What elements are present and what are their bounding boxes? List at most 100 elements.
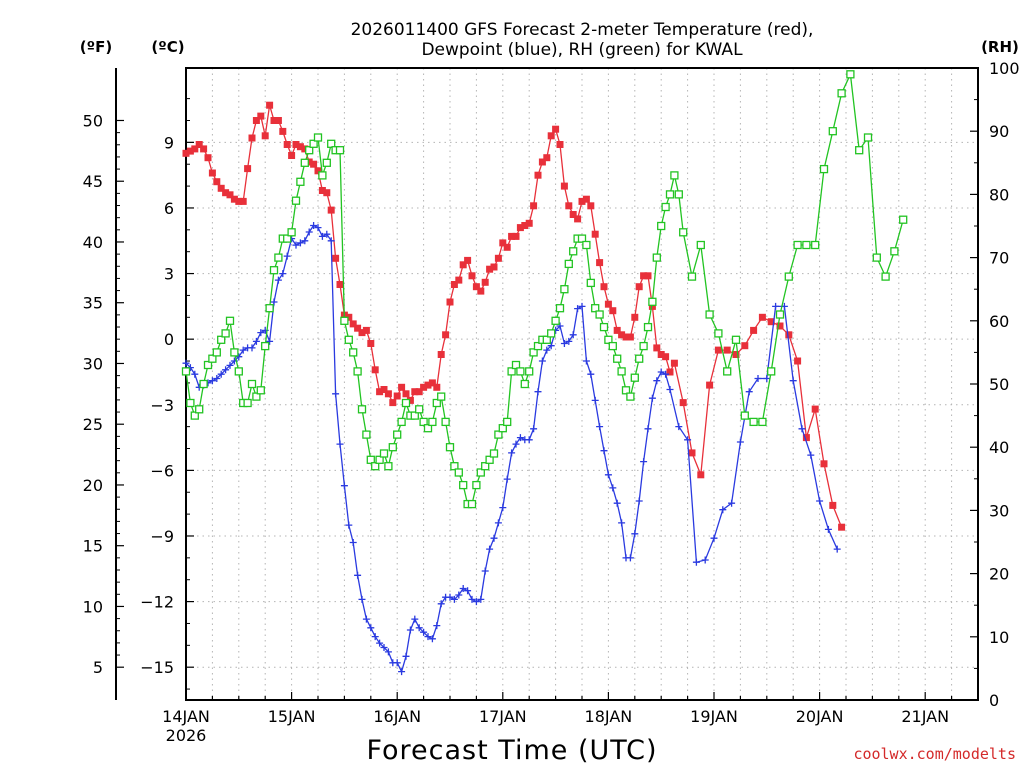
temperature-point [626, 333, 634, 341]
relative-humidity-point [335, 146, 345, 155]
dewpoint-point [833, 545, 841, 553]
relative-humidity-point [696, 240, 705, 250]
x-axis-label: Forecast Time (UTC) [366, 735, 657, 766]
temperature-point [204, 154, 212, 162]
time-tick-label: 18JAN [585, 707, 633, 726]
relative-humidity-point [349, 348, 358, 357]
temperature-point [371, 366, 379, 374]
relative-humidity-point [828, 127, 837, 136]
dewpoint-point [433, 622, 441, 630]
dewpoint-point [283, 252, 291, 260]
relative-humidity-point [261, 341, 270, 351]
time-tick-label: 17JAN [479, 707, 527, 726]
dewpoint-point [728, 499, 736, 507]
dewpoint-point [235, 353, 243, 361]
grid-lines [186, 68, 978, 700]
relative-humidity-point [577, 234, 587, 243]
temperature-point [283, 141, 291, 148]
dewpoint-point [657, 368, 665, 376]
temperature-point [552, 125, 560, 133]
temperature-point [732, 351, 740, 358]
dewpoint-point [477, 595, 485, 603]
temperature-point [648, 302, 656, 310]
dewpoint-point [318, 232, 326, 240]
chart-title-line2: Dewpoint (blue), RH (green) for KWAL [421, 40, 743, 60]
dewpoint-point [525, 436, 533, 444]
temperature-point [512, 232, 520, 240]
temperature-point [547, 132, 555, 140]
dewpoint-point [631, 530, 639, 538]
relative-humidity-point [652, 253, 661, 262]
dewpoint-point [226, 361, 234, 369]
dewpoint-point [279, 270, 287, 278]
temperature-point [301, 145, 309, 153]
temperature-point [723, 346, 731, 354]
unit-rh-label: (RH) [981, 38, 1019, 56]
relative-humidity-point [203, 360, 213, 370]
dewpoint-point [398, 668, 406, 676]
relative-humidity-point [547, 329, 556, 338]
relative-humidity-point [837, 89, 846, 98]
dewpoint-point [556, 322, 564, 330]
relative-humidity-line [185, 71, 904, 505]
relative-humidity-point [454, 468, 463, 477]
relative-humidity-point [635, 354, 644, 363]
temperature-point [314, 167, 322, 175]
dewpoint-point [464, 587, 472, 595]
dewpoint-point [217, 370, 225, 378]
temperature-point [767, 318, 775, 326]
rh-tick-label: 70 [989, 249, 1009, 268]
dewpoint-point [446, 593, 454, 601]
dewpoint-point [323, 230, 331, 238]
relative-humidity-point [665, 190, 675, 199]
dewpoint-point [208, 377, 216, 385]
relative-humidity-point [283, 234, 292, 243]
temperature-point [415, 388, 423, 396]
temperature-point [450, 281, 458, 288]
relative-humidity-point [595, 310, 604, 319]
temperature-point [195, 141, 203, 148]
dewpoint-point [222, 366, 230, 374]
relative-humidity-point [432, 398, 441, 408]
relative-humidity-point [723, 367, 732, 376]
relative-humidity-point [362, 430, 371, 439]
temperature-point [714, 346, 722, 354]
temperature-point [521, 222, 529, 229]
dewpoint-point [455, 591, 463, 599]
series-relative-humidity [181, 70, 908, 509]
temperature-point [534, 171, 542, 179]
dewpoint-point [530, 425, 538, 433]
dewpoint-point [239, 346, 247, 354]
relative-humidity-point [344, 335, 353, 344]
relative-humidity-point [560, 285, 569, 294]
relative-humidity-point [423, 424, 433, 433]
dewpoint-point [301, 237, 309, 245]
dewpoint-point [437, 600, 445, 608]
temperature-point [336, 281, 344, 288]
celsius-tick-label: −15 [140, 658, 174, 677]
relative-humidity-point [648, 297, 657, 306]
rh-tick-label: 10 [989, 628, 1009, 647]
dewpoint-point [376, 639, 384, 647]
relative-humidity-point [639, 341, 648, 351]
celsius-tick-label: 0 [164, 330, 174, 349]
temperature-point [384, 390, 392, 398]
relative-humidity-point [252, 392, 261, 401]
relative-humidity-point [410, 411, 419, 420]
dewpoint-point [490, 534, 498, 542]
temperature-point [679, 399, 687, 407]
dewpoint-point [402, 652, 410, 660]
dewpoint-point [512, 440, 520, 448]
temperature-point [208, 169, 216, 177]
relative-humidity-point [379, 449, 389, 458]
unit-f-label: (ºF) [80, 38, 112, 56]
temperature-point [525, 219, 533, 227]
dewpoint-point [692, 558, 700, 566]
temperature-point [437, 351, 445, 358]
temperature-point [279, 127, 287, 135]
relative-humidity-point [322, 158, 331, 167]
unit-c-label: (ºC) [151, 38, 184, 56]
time-tick-label: 20JAN [796, 707, 844, 726]
relative-humidity-point [819, 164, 829, 174]
